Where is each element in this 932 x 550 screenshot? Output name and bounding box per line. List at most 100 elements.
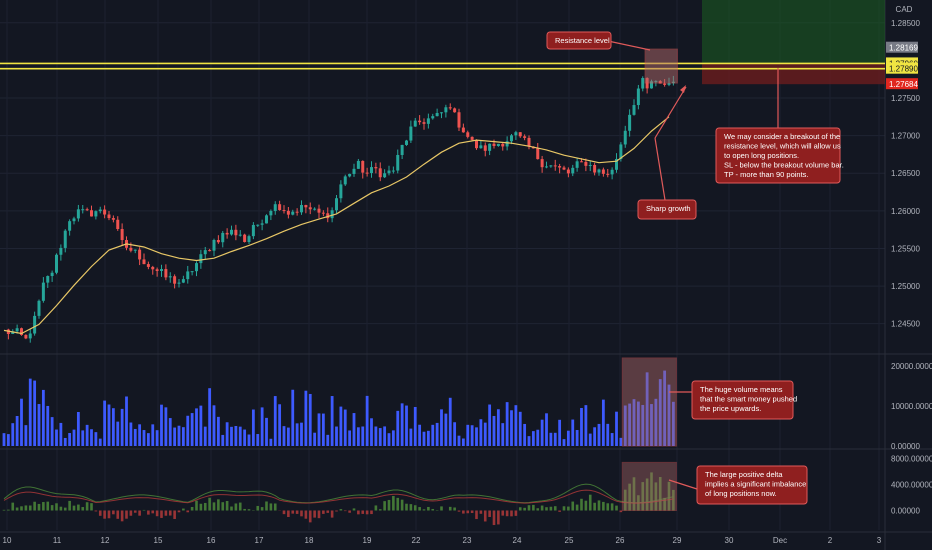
volume-bar (33, 380, 37, 446)
delta-bar (68, 500, 71, 511)
delta-bar (514, 510, 518, 516)
volume-bar (518, 411, 522, 446)
volume-bar (391, 430, 395, 446)
candle (98, 206, 102, 214)
candle (615, 153, 618, 173)
delta-bar (650, 472, 653, 511)
volume-bar (11, 423, 15, 446)
time-tick: 15 (154, 536, 163, 545)
volume-bar (116, 421, 120, 446)
time-tick: 10 (3, 536, 12, 545)
volume-bar (505, 402, 509, 446)
candle (518, 132, 522, 138)
delta-tick: 8000.00000 (891, 455, 932, 464)
volume-bar (151, 424, 155, 446)
volume-bar (409, 428, 413, 446)
time-tick: 24 (513, 536, 522, 545)
volume-bar (155, 430, 159, 446)
delta-bar (549, 506, 553, 511)
volume-bar (444, 413, 448, 446)
delta-bar (308, 510, 312, 523)
delta-bar (571, 501, 575, 511)
volume-bar (146, 433, 150, 446)
volume-bar (335, 426, 338, 446)
volume-bar (313, 432, 317, 446)
candle (265, 214, 268, 224)
delta-bar (326, 510, 330, 513)
candle (116, 216, 120, 231)
candle (186, 265, 190, 284)
volume-bar (663, 370, 667, 446)
delta-bar (567, 506, 570, 511)
candle (20, 327, 23, 336)
delta-bar (217, 499, 220, 511)
volume-tick: 20000.00000 (891, 362, 932, 371)
delta-bar (168, 510, 172, 516)
chart-overlays (0, 48, 885, 84)
volume-bar (553, 432, 557, 446)
volume-bar (81, 430, 85, 446)
volume-bar (492, 415, 496, 446)
delta-bar (619, 510, 623, 513)
delta-bar (37, 503, 41, 511)
volume-bar (195, 408, 198, 446)
candle (545, 161, 548, 169)
candle (387, 165, 391, 176)
delta-bar (317, 510, 321, 519)
volume-bar (400, 403, 404, 446)
ma-line (3, 116, 670, 335)
stop-loss-box (702, 63, 885, 85)
volume-bar (606, 423, 610, 446)
volume-bar (549, 432, 553, 446)
delta-bar (667, 481, 671, 511)
candle (212, 238, 216, 257)
delta-bar (448, 506, 452, 511)
delta-bar (453, 507, 456, 511)
callout-text: that the smart money pushed (700, 395, 797, 404)
delta-bar (182, 508, 185, 511)
volume-bar (387, 433, 391, 446)
volume-bar (628, 403, 632, 446)
volume-bar (120, 408, 124, 446)
breakout-callout: We may consider a breakout of theresista… (715, 127, 844, 184)
volume-bar (496, 409, 500, 446)
candle (488, 143, 492, 156)
delta-bar (339, 509, 343, 511)
delta-bar (313, 510, 316, 518)
candle (291, 209, 295, 216)
delta-bar (291, 510, 295, 514)
delta-bar (138, 510, 141, 516)
candle (523, 134, 527, 141)
delta-bar (523, 507, 526, 511)
delta-bar (133, 510, 137, 513)
candle (50, 270, 54, 282)
volume-bar (15, 415, 19, 446)
delta-tick: 0.00000 (891, 507, 920, 516)
delta-bar (532, 504, 535, 511)
price-tick: 1.25000 (891, 282, 920, 291)
delta-bar (77, 504, 80, 511)
delta-bar (225, 500, 229, 511)
take-profit-box (702, 0, 885, 64)
candle (575, 158, 579, 172)
candle (41, 277, 45, 303)
candle (168, 272, 172, 283)
volume-bar (199, 405, 203, 446)
delta-bar (59, 506, 63, 511)
price-tick: 1.25500 (891, 244, 920, 253)
delta-bar (203, 502, 207, 511)
candle (37, 299, 41, 319)
volume-bar (383, 426, 387, 446)
callout-text: We may consider a breakout of the (724, 132, 840, 141)
volume-bar (435, 422, 439, 446)
delta-bar (597, 500, 601, 511)
volume-bar (597, 423, 601, 446)
delta-bar (63, 507, 67, 511)
delta-pointer (668, 479, 698, 490)
delta-bar (28, 505, 32, 511)
candle (483, 142, 487, 157)
time-tick: 2 (828, 536, 833, 545)
delta-bar (265, 501, 268, 511)
delta-bar (562, 506, 566, 511)
